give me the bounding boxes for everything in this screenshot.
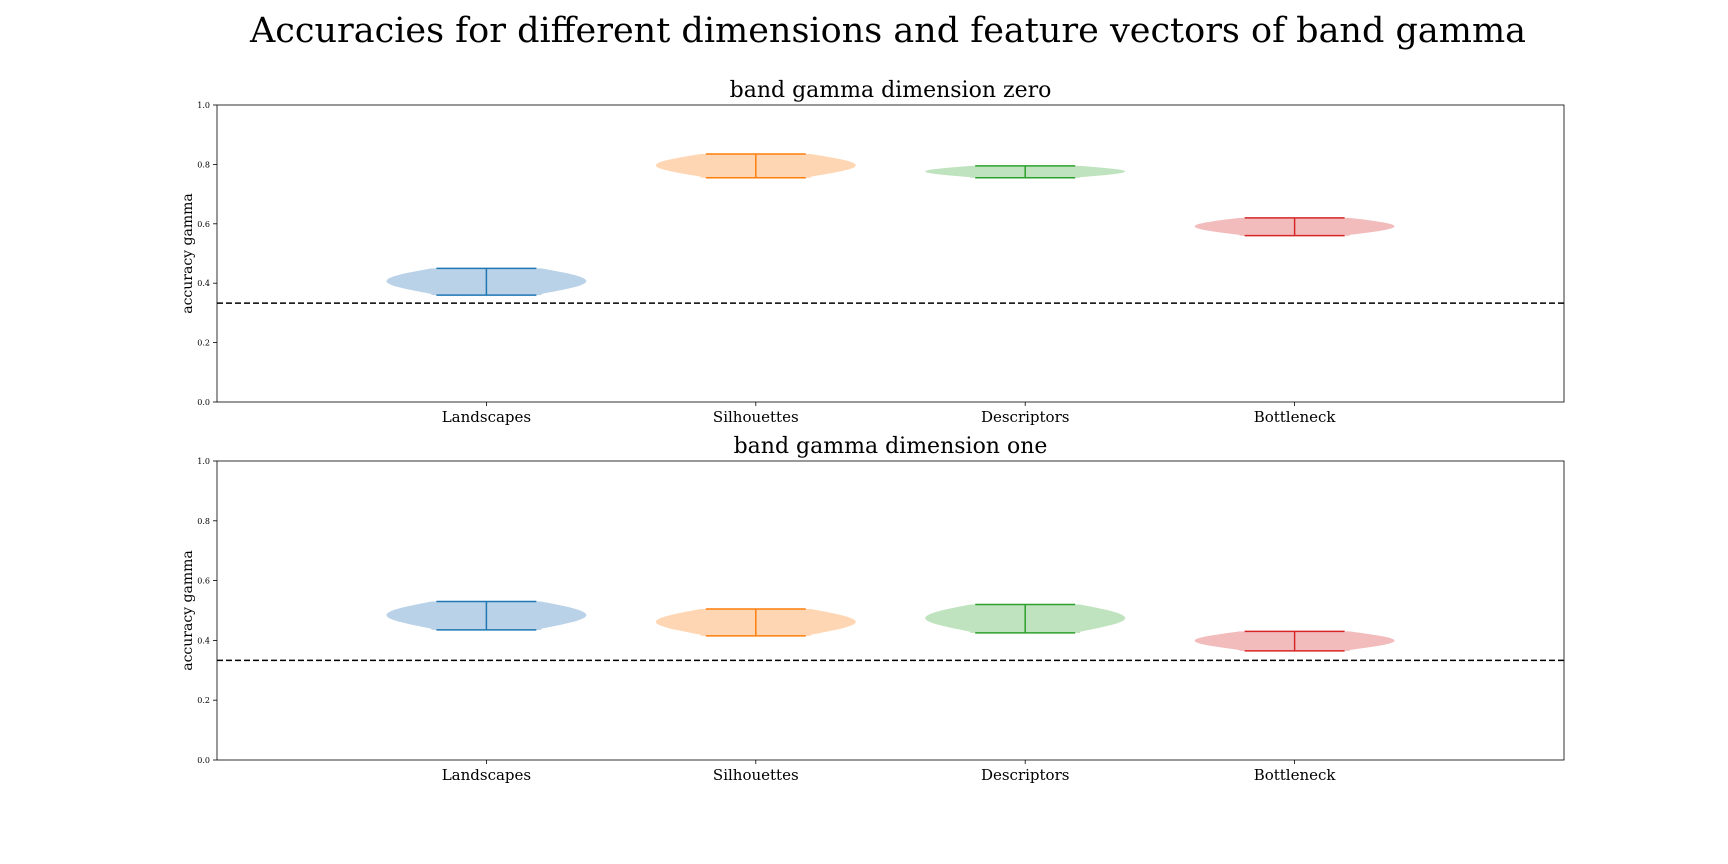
x-tick-label-silhouettes: Silhouettes bbox=[713, 408, 799, 426]
y-tick-label: 0.8 bbox=[197, 160, 210, 169]
y-tick-label: 0.6 bbox=[197, 577, 210, 586]
x-tick-label-bottleneck: Bottleneck bbox=[1254, 408, 1337, 426]
x-tick-label-landscapes: Landscapes bbox=[442, 766, 531, 784]
y-tick-label: 0.2 bbox=[197, 339, 210, 348]
subplot-title: band gamma dimension one bbox=[734, 434, 1048, 459]
y-tick-label: 0.8 bbox=[197, 517, 210, 526]
figure-title: Accuracies for different dimensions and … bbox=[249, 11, 1526, 51]
x-tick-label-descriptors: Descriptors bbox=[981, 408, 1070, 426]
y-tick-label: 0.2 bbox=[197, 696, 210, 705]
y-tick-label: 1.0 bbox=[197, 101, 210, 110]
y-tick-label: 0.4 bbox=[197, 636, 210, 645]
y-tick-label: 0.6 bbox=[197, 220, 210, 229]
subplot-title: band gamma dimension zero bbox=[730, 78, 1052, 103]
y-axis-label: accuracy gamma bbox=[180, 193, 196, 314]
y-tick-label: 0.0 bbox=[197, 398, 210, 407]
x-tick-label-descriptors: Descriptors bbox=[981, 766, 1070, 784]
x-tick-label-bottleneck: Bottleneck bbox=[1254, 766, 1337, 784]
plot-area-frame bbox=[216, 104, 1565, 403]
x-tick-label-silhouettes: Silhouettes bbox=[713, 766, 799, 784]
x-tick-label-landscapes: Landscapes bbox=[442, 408, 531, 426]
y-tick-label: 0.4 bbox=[197, 279, 210, 288]
plot-area-frame bbox=[216, 460, 1565, 761]
y-tick-label: 0.0 bbox=[197, 756, 210, 765]
y-axis-label: accuracy gamma bbox=[180, 550, 196, 671]
y-tick-label: 1.0 bbox=[197, 457, 210, 466]
